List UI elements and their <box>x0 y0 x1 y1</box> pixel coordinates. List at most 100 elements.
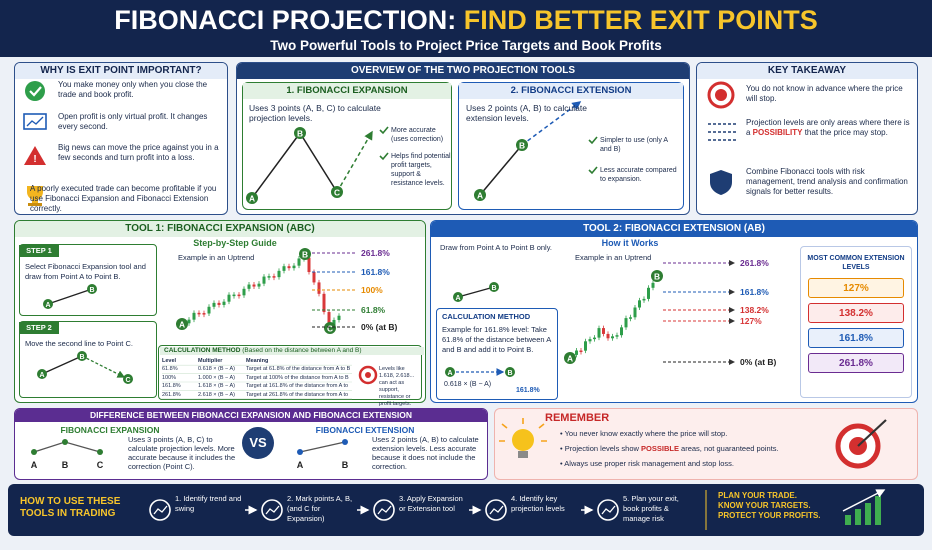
level-label: 0% (at B) <box>361 322 398 332</box>
level-label: 161.8% <box>361 267 390 277</box>
step-label: STEP 2 <box>19 322 59 334</box>
guide-title: Step-by-Step Guide <box>193 238 277 248</box>
why-title: WHY IS EXIT POINT IMPORTANT? <box>15 63 227 79</box>
diff-text: Uses 3 points (A, B, C) to calculate pro… <box>128 435 236 471</box>
step-text: Move the second line to Point C. <box>25 339 133 348</box>
header-bar <box>0 0 932 57</box>
calc-title: CALCULATION METHOD (Based on the distanc… <box>160 347 424 355</box>
card-note: Simpler to use (only A and B) <box>600 137 668 153</box>
text: You do not know in advance where the pri… <box>746 84 903 103</box>
step-label: STEP 1 <box>19 245 59 257</box>
remember-title: REMEMBER <box>545 412 610 424</box>
howto-step: 4. Identify key projection levels <box>511 494 565 513</box>
overview-title: OVERVIEW OF THE TWO PROJECTION TOOLS <box>237 63 689 79</box>
diff-title: FIBONACCI EXPANSION <box>60 425 160 435</box>
level-label: 138.2% <box>740 305 769 315</box>
diff-title: FIBONACCI EXTENSION <box>315 425 415 435</box>
table-cell: 2.618 × (B − A) <box>198 391 235 398</box>
why-item: Open profit is only virtual profit. It c… <box>58 112 208 131</box>
remember-item: • You never know exactly where the price… <box>560 429 728 438</box>
table-header: Multiplier <box>198 358 223 364</box>
table-cell: Target at 100% of the distance from A to… <box>246 374 349 381</box>
text: (Based on the distance between A and B) <box>242 347 362 354</box>
highlight: POSSIBLE <box>641 444 679 453</box>
difference-title: DIFFERENCE BETWEEN FIBONACCI EXPANSION A… <box>15 409 487 422</box>
tool1-title: TOOL 1: FIBONACCI EXPANSION (ABC) <box>15 221 425 237</box>
card-text: Uses 2 points (A, B) to calculate extens… <box>466 103 587 123</box>
text: areas, not guaranteed points. <box>678 444 779 453</box>
card-note: Less accurate compared to expansion. <box>600 167 677 183</box>
calc-note: Levels like 1.618, 2.618... can act as s… <box>379 366 415 407</box>
how-title: How it Works <box>601 238 659 248</box>
table-cell: Target at 61.8% of the distance from A t… <box>246 366 350 373</box>
common-level: 138.2% <box>808 303 904 323</box>
common-title: MOST COMMON EXTENSION LEVELS <box>807 255 905 271</box>
howto-step: 1. Identify trend and swing <box>175 494 242 513</box>
level-label: 161.8% <box>740 287 769 297</box>
table-header: Level <box>162 358 177 364</box>
table-header: Meaning <box>246 358 269 364</box>
highlight: POSSIBILITY <box>752 128 803 137</box>
diff-text: Uses 2 points (A, B) to calculate extens… <box>372 435 479 471</box>
expansion-card <box>242 82 452 210</box>
example-label: Example in an Uptrend <box>575 253 652 262</box>
text: CALCULATION METHOD <box>164 347 241 354</box>
slogan-line: PROTECT YOUR PROFITS. <box>718 511 821 520</box>
table-cell: Target at 161.8% of the distance from A … <box>246 383 350 390</box>
table-cell: 100% <box>162 374 177 381</box>
table-cell: 61.8% <box>162 366 178 373</box>
table-cell: 261.8% <box>162 391 181 398</box>
why-item: You make money only when you close the t… <box>58 80 208 99</box>
howto-step: 2. Mark points A, B, (and C for Expansio… <box>287 494 353 523</box>
text: that the price may stop. <box>802 128 888 137</box>
why-panel <box>14 62 228 215</box>
common-level: 127% <box>808 278 904 298</box>
card-note: Helps find potential profit targets, sup… <box>391 153 451 187</box>
why-item: A poorly executed trade can become profi… <box>30 184 217 213</box>
extension-card-title: 2. FIBONACCI EXTENSION <box>459 83 683 99</box>
slogan-line: PLAN YOUR TRADE. <box>718 491 797 500</box>
common-level: 161.8% <box>808 328 904 348</box>
card-note: More accurate (uses correction) <box>391 127 444 143</box>
takeaway-item: You do not know in advance where the pri… <box>746 84 911 104</box>
text: Projection levels are only areas where t… <box>746 118 910 137</box>
title-part: FIND BETTER EXIT POINTS <box>463 5 818 35</box>
table-cell: 0.618 × (B − A) <box>198 366 235 373</box>
remember-item: • Projection levels show POSSIBLE areas,… <box>560 444 779 453</box>
draw-text: Draw from Point A to Point B only. <box>440 243 552 252</box>
level-label: 261.8% <box>740 258 769 268</box>
level-label: 100% <box>361 285 383 295</box>
takeaway-item: Combine Fibonacci tools with risk manage… <box>746 167 911 197</box>
table-cell: Target at 261.8% of the distance from A … <box>246 391 350 398</box>
example-label: Example in an Uptrend <box>178 253 255 262</box>
remember-item: • Always use proper risk management and … <box>560 459 734 468</box>
text: You never know exactly where the price w… <box>564 429 728 438</box>
title: FIBONACCI PROJECTION: FIND BETTER EXIT P… <box>0 5 932 35</box>
text: Combine Fibonacci tools with risk manage… <box>746 167 908 196</box>
slogan: PLAN YOUR TRADE. KNOW YOUR TARGETS. PROTEC… <box>718 491 843 521</box>
common-level: 261.8% <box>808 353 904 373</box>
howto-step: 5. Plan your exit, book profits & manage… <box>623 494 679 523</box>
level-label: 61.8% <box>361 305 386 315</box>
card-text: Uses 3 points (A, B, C) to calculate pro… <box>249 103 381 123</box>
formula: 0.618 × (B − A) <box>444 381 492 388</box>
calc-title: CALCULATION METHOD <box>442 312 531 321</box>
slogan-line: KNOW YOUR TARGETS. <box>718 501 811 510</box>
level-label: 127% <box>740 316 762 326</box>
formula-result: 161.8% <box>516 387 540 394</box>
level-label: 261.8% <box>361 248 390 258</box>
takeaway-item: Projection levels are only areas where t… <box>746 118 911 138</box>
title-part: FIBONACCI PROJECTION: <box>114 5 457 35</box>
calc-box <box>436 308 558 400</box>
why-item: Big news can move the price against you … <box>58 143 219 162</box>
expansion-card-title: 1. FIBONACCI EXPANSION <box>243 83 451 99</box>
step-text: Select Fibonacci Expansion tool and draw… <box>25 262 146 281</box>
takeaway-title: KEY TAKEAWAY <box>697 63 917 79</box>
text: Always use proper risk management and st… <box>564 459 734 468</box>
text: Projection levels show <box>564 444 642 453</box>
tool2-title: TOOL 2: FIBONACCI EXTENSION (AB) <box>431 221 917 237</box>
howto-step: 3. Apply Expansion or Extension tool <box>399 494 463 513</box>
table-cell: 1.000 × (B − A) <box>198 374 235 381</box>
level-label: 0% (at B) <box>740 357 777 367</box>
table-cell: 161.8% <box>162 383 181 390</box>
